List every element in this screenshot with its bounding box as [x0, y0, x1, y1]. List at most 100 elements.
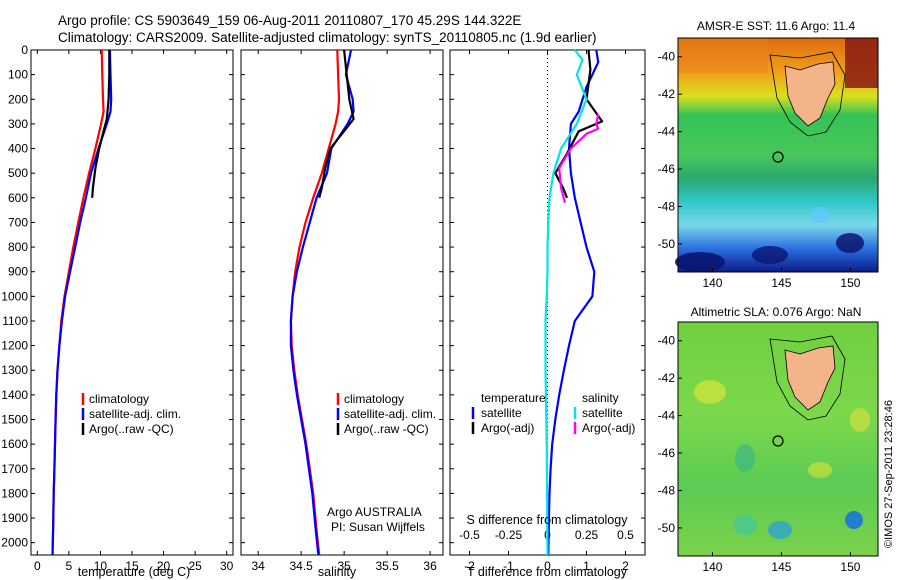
x-tick-label: 0 — [34, 559, 41, 573]
annotation-pi: PI: Susan Wijffels — [331, 520, 425, 534]
map-y-tick-label: -46 — [658, 162, 676, 176]
sla-blob — [735, 444, 755, 472]
sla-blob — [694, 380, 726, 404]
x2-tick-label: -0.5 — [459, 528, 480, 542]
header-line-1: Argo profile: CS 5903649_159 06-Aug-2011… — [58, 13, 521, 28]
tasmania-land — [784, 345, 836, 411]
sla-blob — [733, 515, 757, 535]
y-tick-label: 1700 — [1, 462, 28, 476]
legend-label-sal-satellite: satellite — [582, 406, 623, 420]
y-tick-label: 0 — [21, 43, 28, 57]
y-tick-label: 1300 — [1, 363, 28, 377]
y-tick-label: 1000 — [1, 289, 28, 303]
series-line — [289, 49, 355, 556]
x-tick-label: -1 — [503, 559, 514, 573]
y-tick-label: 1600 — [1, 437, 28, 451]
x-tick-label: 1 — [583, 559, 590, 573]
y-tick-label: 200 — [8, 92, 28, 106]
sst-map-frame — [677, 37, 879, 273]
series-line — [544, 49, 588, 556]
difference-xlabel: T difference from climatology — [467, 565, 628, 579]
salinity-xlabel: salinity — [318, 565, 357, 579]
legend-label-satellite: satellite-adj. clim. — [89, 407, 181, 421]
map-y-tick-label: -40 — [658, 50, 676, 64]
y-tick-label: 1800 — [1, 486, 28, 500]
plot-frame — [240, 49, 444, 556]
y-tick-label: 1200 — [1, 339, 28, 353]
legend-label-climatology: climatology — [89, 392, 149, 406]
x-tick-label: 25 — [188, 559, 202, 573]
sla-map-frame — [677, 321, 879, 557]
x-tick-label: 36 — [423, 559, 437, 573]
difference-x2label: S difference from climatology — [467, 513, 629, 527]
map-y-tick-label: -42 — [658, 371, 676, 385]
argo-float-marker — [772, 435, 784, 447]
y-tick-label: 600 — [8, 191, 28, 205]
legend-label-sal-argo: Argo(-adj) — [582, 421, 635, 435]
series-line — [547, 49, 600, 556]
sla-map: Altimetric SLA: 0.076 Argo: NaN 140 145 15… — [658, 305, 879, 574]
map-y-tick-label: -50 — [658, 237, 676, 251]
sla-blob — [768, 521, 792, 539]
y-tick-label: 400 — [8, 142, 28, 156]
shelf-contour — [769, 335, 846, 421]
header-line-2: Climatology: CARS2009. Satellite-adjuste… — [58, 30, 597, 45]
map-y-tick-label: -50 — [658, 521, 676, 535]
x2-tick-label: 0.5 — [617, 528, 634, 542]
legend-label-temp-argo: Argo(-adj) — [481, 421, 534, 435]
legend-label-climatology: climatology — [344, 392, 404, 406]
temperature-legend: climatology satellite-adj. clim. Argo(..… — [81, 392, 181, 436]
salinity-panel: 34 34.5 35 35.5 36 — [240, 49, 444, 573]
map-x-tick-label: 150 — [840, 560, 860, 574]
sla-blob — [845, 511, 863, 529]
y-tick-label: 800 — [8, 240, 28, 254]
sst-map: AMSR-E SST: 11.6 Argo: 11.4 140 145 150 -40… — [658, 19, 879, 290]
x-tick-label: 34 — [252, 559, 266, 573]
x-tick-label: 20 — [157, 559, 171, 573]
y-tick-label: 2000 — [1, 536, 28, 550]
plot-frame — [30, 49, 234, 556]
x-tick-label: 30 — [220, 559, 234, 573]
map-y-tick-label: -40 — [658, 334, 676, 348]
sla-map-title: Altimetric SLA: 0.076 Argo: NaN — [691, 305, 862, 319]
temperature-xlabel: temperature (deg C) — [78, 565, 191, 579]
map-x-tick-label: 140 — [702, 276, 722, 290]
annotation-argo-australia: Argo AUSTRALIA — [327, 505, 422, 519]
y-tick-label: 300 — [8, 117, 28, 131]
map-x-tick-label: 145 — [771, 276, 791, 290]
y-tick-label: 1500 — [1, 413, 28, 427]
legend-label-temp-satellite: satellite — [481, 406, 522, 420]
x-tick-label: 5 — [66, 559, 73, 573]
sst-cold-blob — [752, 246, 788, 264]
salinity-legend: climatology satellite-adj. clim. Argo(..… — [327, 392, 436, 534]
y-tick-label: 100 — [8, 68, 28, 82]
map-y-tick-label: -46 — [658, 446, 676, 460]
legend-header-salinity: salinity — [582, 391, 619, 405]
series-line — [91, 50, 111, 198]
series-line — [51, 49, 113, 556]
sst-map-title: AMSR-E SST: 11.6 Argo: 11.4 — [697, 19, 856, 33]
x2-tick-label: 0.25 — [575, 528, 599, 542]
x-tick-label: 34.5 — [289, 559, 313, 573]
sst-cold-blob — [675, 252, 725, 272]
x-tick-label: 2 — [622, 559, 629, 573]
map-y-tick-label: -44 — [658, 125, 676, 139]
y-tick-label: 700 — [8, 215, 28, 229]
imos-credit: ©IMOS 27-Sep-2011 23:28:46 — [883, 400, 895, 548]
temperature-panel: 0100200300400500600700800900100011001200… — [1, 43, 233, 573]
x2-tick-label: -0.25 — [495, 528, 523, 542]
legend-label-satellite: satellite-adj. clim. — [344, 407, 436, 421]
sst-light-blob — [810, 207, 830, 223]
map-y-tick-label: -44 — [658, 409, 676, 423]
map-x-tick-label: 140 — [702, 560, 722, 574]
map-y-tick-label: -48 — [658, 199, 676, 213]
legend-header-temperature: temperature — [481, 391, 546, 405]
sla-blob — [850, 408, 870, 432]
series-line — [558, 113, 600, 203]
sst-warm-patch — [845, 38, 878, 88]
y-tick-label: 1900 — [1, 511, 28, 525]
argo-float-marker — [772, 151, 784, 163]
difference-legend: temperature salinity satellite Argo(-adj… — [471, 391, 635, 435]
